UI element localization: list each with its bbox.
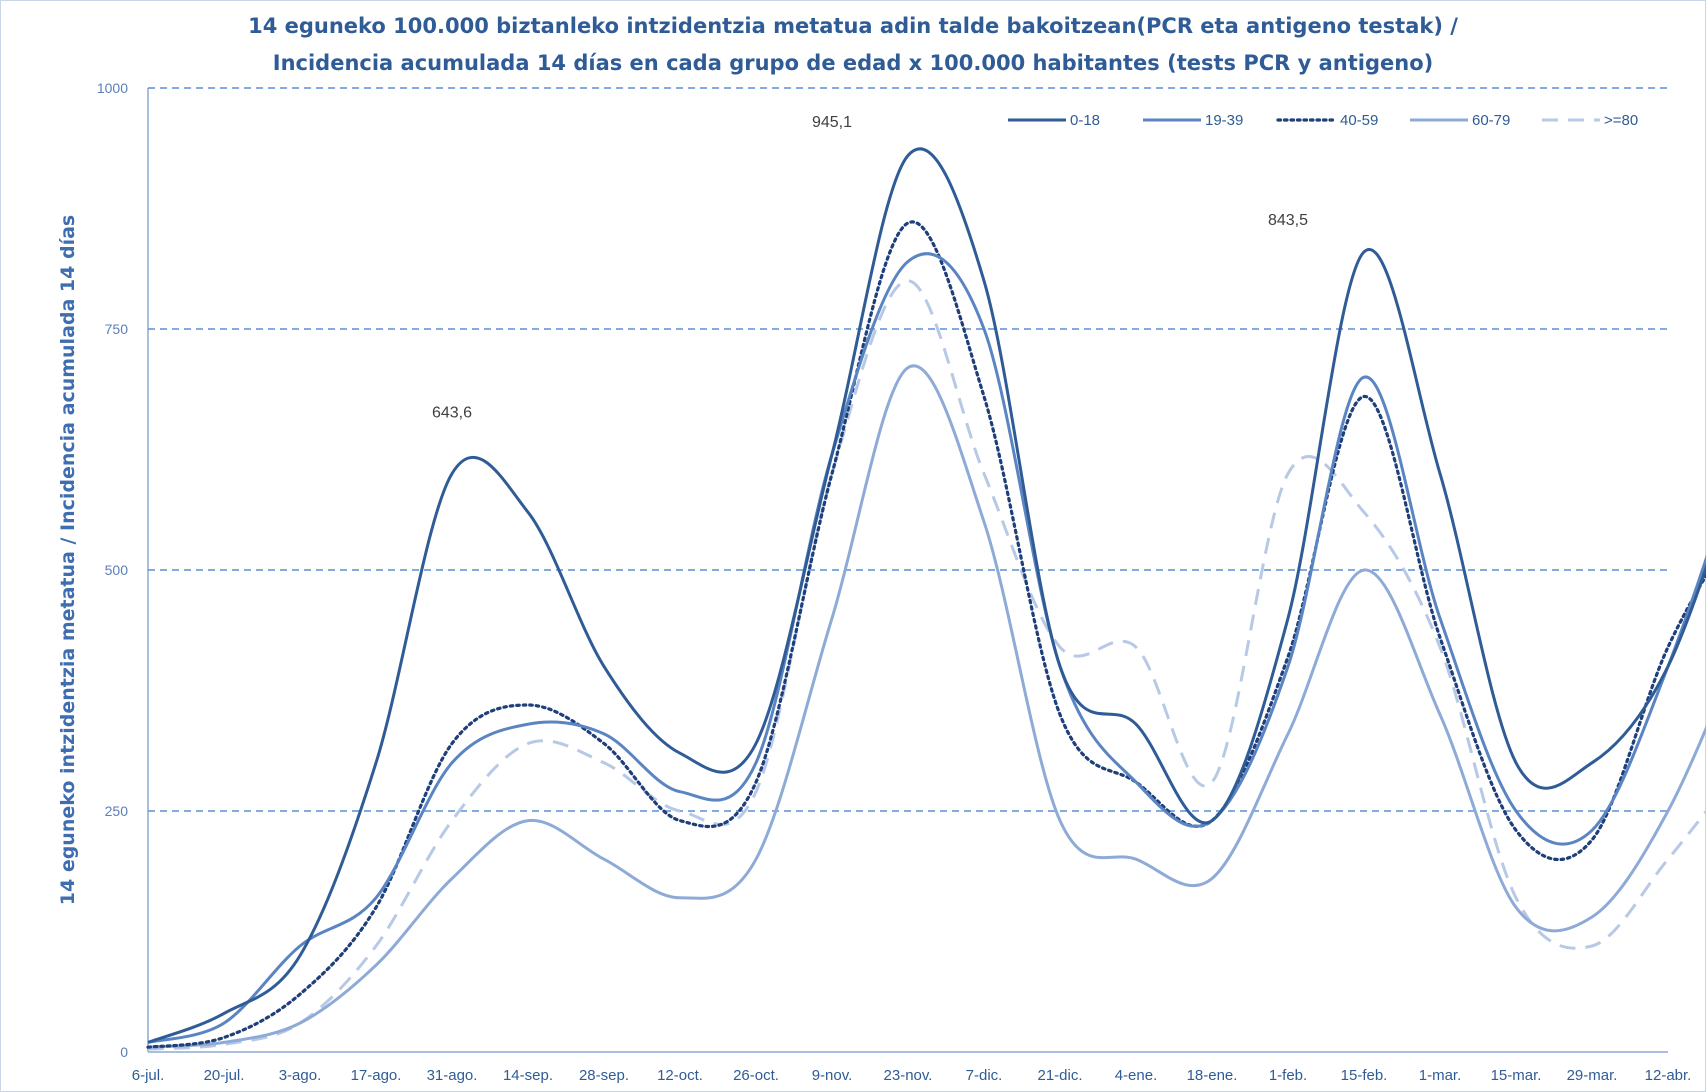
y-tick-label: 1000 — [97, 80, 128, 96]
y-tick-label: 0 — [120, 1044, 128, 1060]
x-tick-label: 26-oct. — [733, 1067, 779, 1084]
x-tick-label: 28-sep. — [579, 1067, 629, 1084]
x-tick-label: 9-nov. — [812, 1067, 853, 1084]
series-line-60-79 — [147, 364, 1706, 1049]
y-tick-label: 750 — [105, 321, 129, 337]
legend-label: 40-59 — [1340, 112, 1378, 129]
x-tick-label: 14-sep. — [503, 1067, 553, 1084]
legend-label: 0-18 — [1070, 112, 1100, 129]
x-tick-label: 23-nov. — [884, 1067, 933, 1084]
x-tick-label: 4-ene. — [1115, 1067, 1158, 1084]
y-tick-label: 250 — [105, 803, 129, 819]
x-tick-label: 17-ago. — [351, 1067, 402, 1084]
x-tick-label: 20-jul. — [204, 1067, 245, 1084]
x-tick-label: 18-ene. — [1187, 1067, 1238, 1084]
peak-annotations: 643,6 945,1 843,5 — [432, 114, 1308, 422]
x-tick-labels: 6-jul. 20-jul. 3-ago. 17-ago. 31-ago. 14-sep.… — [132, 1067, 1692, 1084]
chart-title-line1: 14 eguneko 100.000 biztanleko intzidentz… — [248, 14, 1458, 38]
x-tick-label: 1-mar. — [1419, 1067, 1462, 1084]
x-tick-label: 12-abr. — [1645, 1067, 1692, 1084]
x-tick-label: 15-mar. — [1491, 1067, 1542, 1084]
y-tick-label: 500 — [105, 562, 129, 578]
series-line-40-59 — [146, 220, 1706, 1049]
y-axis-label: 14 eguneko intzidentzia metatua / Incide… — [57, 215, 79, 905]
series-line-0-18 — [147, 147, 1706, 1044]
series-line-19-39 — [147, 252, 1706, 1044]
x-tick-label: 7-dic. — [966, 1067, 1003, 1084]
peak-label: 945,1 — [812, 114, 852, 131]
x-tick-label: 12-oct. — [657, 1067, 703, 1084]
peak-label: 843,5 — [1268, 212, 1308, 229]
legend: 0-18 19-39 40-59 60-79 >=80 — [1008, 112, 1638, 129]
x-tick-label: 6-jul. — [132, 1067, 165, 1084]
x-tick-label: 3-ago. — [279, 1067, 322, 1084]
peak-label: 643,6 — [432, 405, 472, 422]
x-tick-label: 1-feb. — [1269, 1067, 1307, 1084]
legend-label: 60-79 — [1472, 112, 1510, 129]
legend-label: 19-39 — [1205, 112, 1243, 129]
series-lines — [146, 147, 1706, 1051]
x-tick-label: 31-ago. — [427, 1067, 478, 1084]
x-tick-label: 15-feb. — [1341, 1067, 1388, 1084]
chart-title-line2: Incidencia acumulada 14 días en cada gru… — [273, 51, 1433, 75]
y-tick-labels: 0 250 500 750 1000 — [97, 80, 128, 1060]
gridlines — [147, 87, 1668, 1053]
x-tick-label: 29-mar. — [1567, 1067, 1618, 1084]
series-line-80 — [147, 279, 1706, 1051]
x-tick-label: 21-dic. — [1037, 1067, 1082, 1084]
legend-label: >=80 — [1604, 112, 1638, 129]
